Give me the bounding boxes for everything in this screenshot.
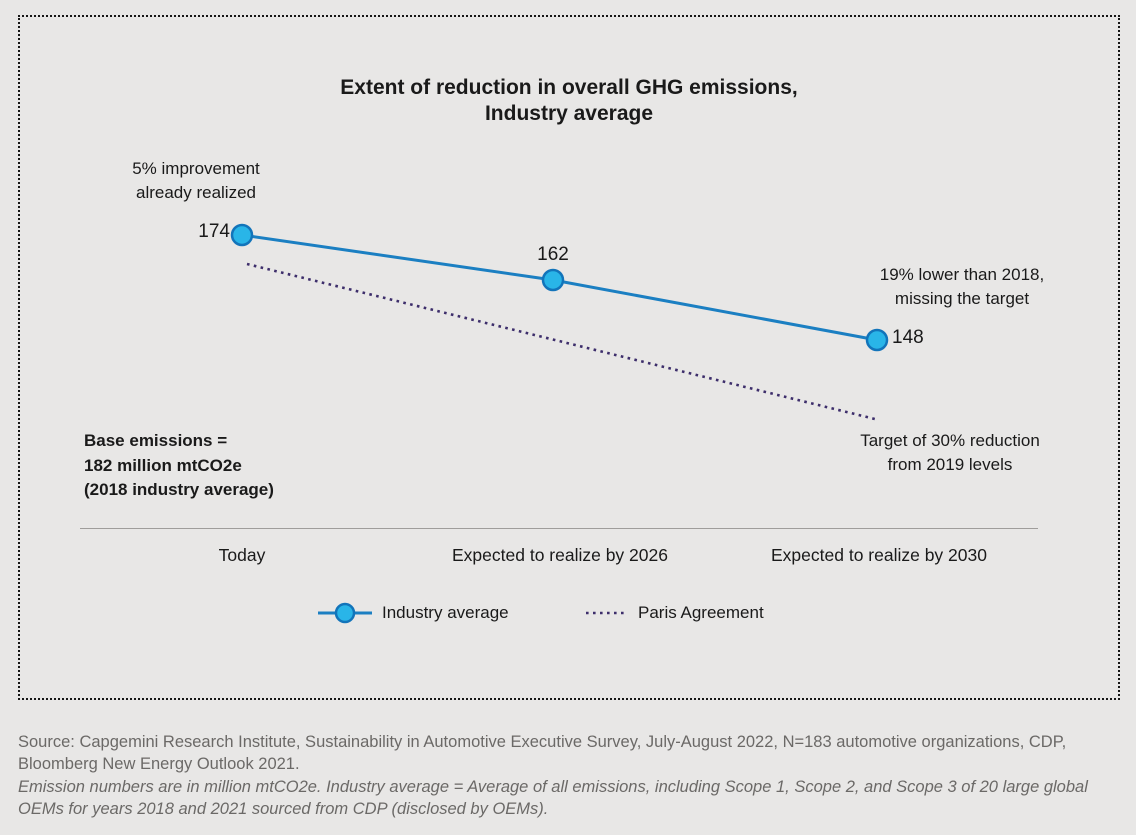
figure-footer: Source: Capgemini Research Institute, Su… xyxy=(18,731,1120,821)
value-label-2026: 162 xyxy=(537,244,569,265)
annotation-paris-target: Target of 30% reduction from 2019 levels xyxy=(860,431,1040,474)
legend-item-paris-agreement: Paris Agreement xyxy=(585,601,764,625)
legend-item-industry-average: Industry average xyxy=(317,601,509,625)
x-axis-label-2026: Expected to realize by 2026 xyxy=(452,545,668,565)
legend-label-industry-average: Industry average xyxy=(382,603,509,622)
annotation-improvement: 5% improvement already realized xyxy=(132,159,260,202)
annotation-base-emissions: Base emissions = 182 million mtCO2e (201… xyxy=(84,431,274,500)
paris-agreement-legend-swatch-icon xyxy=(586,611,628,615)
paris-agreement-dotted-line xyxy=(246,262,880,422)
source-text: Source: Capgemini Research Institute, Su… xyxy=(18,733,1067,774)
annotation-missing-target: 19% lower than 2018, missing the target xyxy=(879,265,1045,308)
industry-average-legend-swatch-icon xyxy=(318,602,372,624)
chart-title: Extent of reduction in overall GHG emiss… xyxy=(340,76,798,126)
footnote-text: Emission numbers are in million mtCO2e. … xyxy=(18,777,1088,819)
legend-label-paris-agreement: Paris Agreement xyxy=(638,603,764,622)
value-label-today: 174 xyxy=(198,221,230,242)
line-chart-canvas xyxy=(230,223,889,422)
data-point-marker-today xyxy=(230,223,254,247)
value-label-2030: 148 xyxy=(892,327,924,348)
data-point-marker-2026 xyxy=(541,268,565,292)
chart-panel: Extent of reduction in overall GHG emiss… xyxy=(18,15,1120,700)
x-axis-line xyxy=(80,528,1038,529)
x-axis-label-today: Today xyxy=(218,545,266,565)
x-axis-label-2030: Expected to realize by 2030 xyxy=(771,545,987,565)
data-point-marker-2030 xyxy=(865,328,889,352)
